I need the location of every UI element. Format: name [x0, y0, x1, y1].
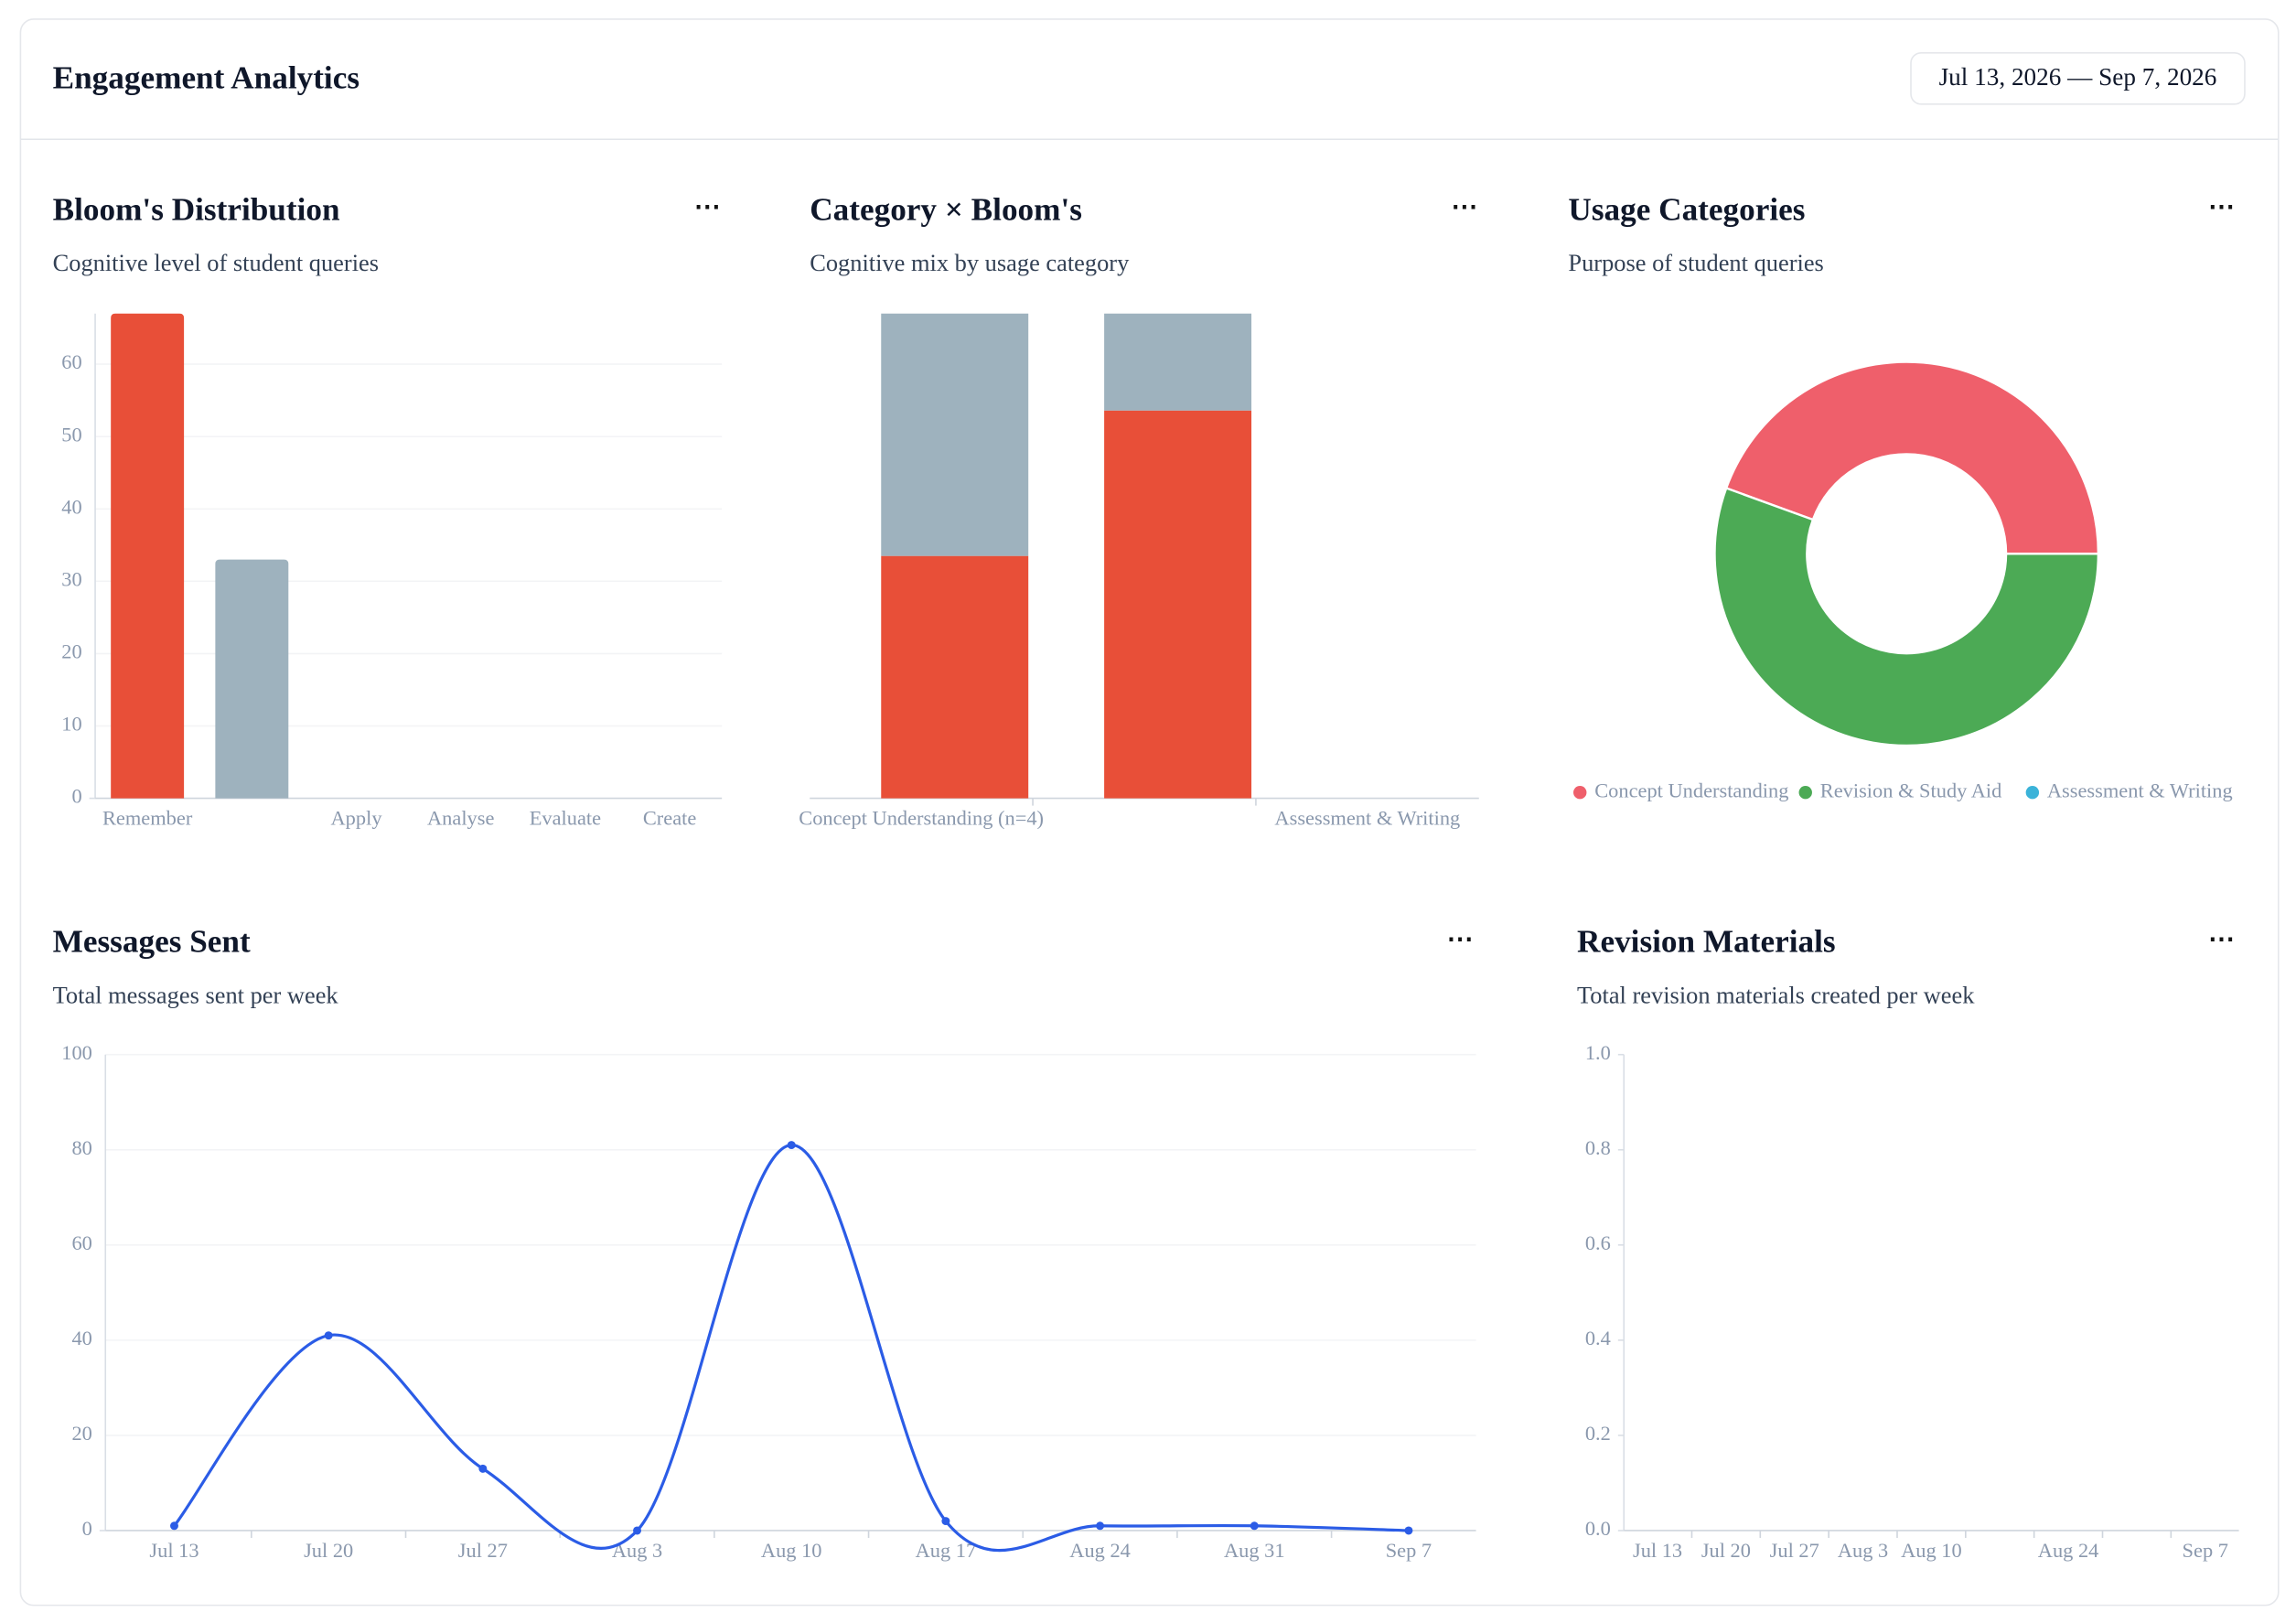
y-tick-label: 30 — [61, 567, 81, 590]
y-tick-label: 0 — [71, 785, 81, 808]
x-tick-label: Analyse — [427, 807, 494, 830]
chart-subtitle: Purpose of student queries — [1568, 249, 1823, 276]
chart-title: Revision Materials — [1577, 924, 1836, 960]
x-tick-label: Apply — [331, 807, 383, 830]
x-tick-label: Aug 24 — [1069, 1539, 1131, 1562]
chart-subtitle: Cognitive level of student queries — [53, 249, 379, 276]
y-tick-label: 0.2 — [1585, 1422, 1611, 1445]
y-tick-label: 60 — [61, 350, 81, 373]
line-series — [173, 1143, 1409, 1553]
line-point — [1096, 1521, 1105, 1531]
line-point — [941, 1517, 950, 1526]
line-point — [478, 1464, 488, 1473]
x-tick-label: Jul 13 — [1633, 1539, 1682, 1562]
chart-title: Usage Categories — [1568, 191, 1805, 227]
y-tick-label: 1.0 — [1585, 1041, 1611, 1064]
y-tick-label: 40 — [61, 495, 81, 518]
x-tick-label: Jul 20 — [304, 1539, 353, 1562]
bar-segment — [881, 313, 1029, 556]
card — [19, 18, 2280, 1607]
more-menu[interactable]: ⋯ — [694, 193, 721, 222]
y-tick-label: 20 — [71, 1422, 91, 1445]
line-point — [170, 1521, 178, 1531]
line-point — [1404, 1526, 1413, 1535]
legend-swatch — [1798, 785, 1812, 800]
chart-title: Bloom's Distribution — [53, 191, 340, 227]
x-tick-label: Aug 24 — [2038, 1539, 2099, 1562]
chart-subtitle: Total messages sent per week — [53, 981, 339, 1008]
y-tick-label: 0 — [82, 1517, 92, 1540]
x-tick-label: Assessment & Writing — [1274, 807, 1460, 830]
bar — [215, 559, 289, 799]
donut-slice — [1724, 360, 2100, 555]
date-range[interactable]: Jul 13, 2026 — Sep 7, 2026 — [1939, 63, 2217, 91]
y-tick-label: 50 — [61, 423, 81, 446]
date-range-picker[interactable] — [1910, 52, 2246, 105]
legend-label: Revision & Study Aid — [1820, 779, 2002, 801]
x-tick-label: Aug 10 — [1901, 1539, 1962, 1562]
x-tick-label: Jul 27 — [1770, 1539, 1819, 1562]
legend-swatch — [2025, 785, 2040, 800]
y-tick-label: 60 — [71, 1231, 91, 1254]
bar-segment — [1104, 410, 1252, 799]
chart-title: Category × Bloom's — [810, 191, 1082, 227]
line-point — [324, 1331, 333, 1340]
y-tick-label: 10 — [61, 713, 81, 736]
y-tick-label: 80 — [71, 1136, 91, 1159]
more-menu[interactable]: ⋯ — [2208, 925, 2235, 954]
x-tick-label: Aug 10 — [761, 1539, 822, 1562]
legend-label: Assessment & Writing — [2047, 779, 2233, 801]
x-tick-label: Jul 13 — [149, 1539, 198, 1562]
bar-segment — [881, 555, 1029, 799]
x-tick-label: Sep 7 — [2183, 1539, 2228, 1562]
x-tick-label: Create — [643, 807, 697, 830]
more-menu[interactable]: ⋯ — [1447, 925, 1474, 954]
y-tick-label: 0.6 — [1585, 1231, 1611, 1254]
bar — [111, 313, 185, 799]
line-point — [1250, 1521, 1259, 1531]
legend-swatch — [1573, 785, 1587, 800]
y-tick-label: 0.4 — [1585, 1327, 1611, 1349]
y-tick-label: 0.0 — [1585, 1517, 1611, 1540]
line-point — [633, 1526, 642, 1535]
x-tick-label: Aug 3 — [1838, 1539, 1888, 1562]
y-tick-label: 40 — [71, 1327, 91, 1349]
chart-subtitle: Cognitive mix by usage category — [810, 249, 1130, 276]
x-tick-label: Evaluate — [530, 807, 601, 830]
more-menu[interactable]: ⋯ — [1451, 193, 1477, 222]
legend-label: Concept Understanding — [1594, 779, 1788, 801]
x-tick-label: Remember — [102, 807, 193, 830]
chart-subtitle: Total revision materials created per wee… — [1577, 981, 1975, 1008]
y-tick-label: 20 — [61, 640, 81, 663]
x-tick-label: Concept Understanding (n=4) — [799, 807, 1044, 830]
bar-segment — [1104, 313, 1252, 411]
x-tick-label: Jul 27 — [458, 1539, 508, 1562]
x-tick-label: Sep 7 — [1386, 1539, 1432, 1562]
donut-slice — [1713, 487, 2100, 747]
more-menu[interactable]: ⋯ — [2208, 193, 2235, 222]
x-tick-label: Aug 31 — [1224, 1539, 1285, 1562]
x-tick-label: Jul 20 — [1701, 1539, 1751, 1562]
page-title: Engagement Analytics — [53, 59, 359, 95]
chart-title: Messages Sent — [53, 924, 251, 960]
line-point — [787, 1141, 796, 1150]
x-tick-label: Aug 17 — [916, 1539, 977, 1562]
y-tick-label: 100 — [61, 1041, 92, 1064]
y-tick-label: 0.8 — [1585, 1136, 1611, 1159]
